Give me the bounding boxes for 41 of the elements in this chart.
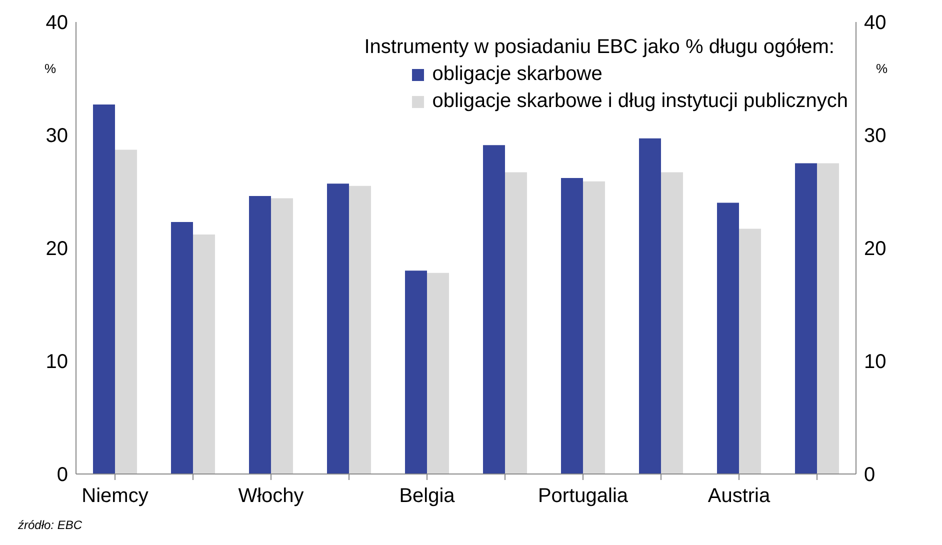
x-tick-label: Belgia: [399, 485, 456, 508]
bar: [639, 138, 661, 474]
bar: [171, 222, 193, 474]
y2-axis-title: %: [876, 61, 888, 76]
y2-tick-label: 30: [864, 125, 886, 148]
y-axis-title: %: [44, 61, 56, 76]
bar: [115, 150, 137, 474]
y2-tick-label: 10: [864, 351, 886, 374]
bar: [427, 272, 449, 474]
y-tick-label: 10: [46, 351, 68, 374]
bar: [717, 202, 739, 474]
bar: [193, 234, 215, 474]
bar: [795, 163, 817, 474]
x-tick-label: Niemcy: [82, 485, 148, 508]
bar: [739, 228, 761, 474]
bar: [505, 172, 527, 474]
bar: [561, 178, 583, 474]
x-tick-label: Włochy: [238, 485, 304, 508]
legend-label: obligacje skarbowe i dług instytucji publicznych: [432, 90, 848, 113]
x-tick-label: Austria: [708, 485, 771, 508]
bar: [483, 145, 505, 474]
y2-tick-label: 20: [864, 238, 886, 260]
y2-tick-label: 0: [864, 464, 876, 486]
bar: [327, 184, 349, 474]
bar: [661, 172, 683, 474]
y-tick-label: 20: [46, 238, 68, 260]
text: źródło: EBC: [18, 518, 82, 532]
legend-label: obligacje skarbowe: [432, 63, 602, 86]
y2-tick-label: 40: [864, 12, 886, 34]
bar: [249, 196, 271, 474]
bar: [271, 198, 293, 474]
bar: [349, 186, 371, 474]
x-tick-label: Portugalia: [538, 485, 629, 508]
y-tick-label: 0: [56, 464, 68, 486]
bar: [583, 181, 605, 474]
legend-title: Instrumenty w posiadaniu EBC jako % długu ogółem:: [364, 36, 836, 59]
bar: [405, 270, 427, 474]
y-tick-label: 40: [46, 12, 68, 34]
bar: [817, 163, 839, 474]
bar: [93, 104, 115, 474]
y-tick-label: 30: [46, 125, 68, 148]
